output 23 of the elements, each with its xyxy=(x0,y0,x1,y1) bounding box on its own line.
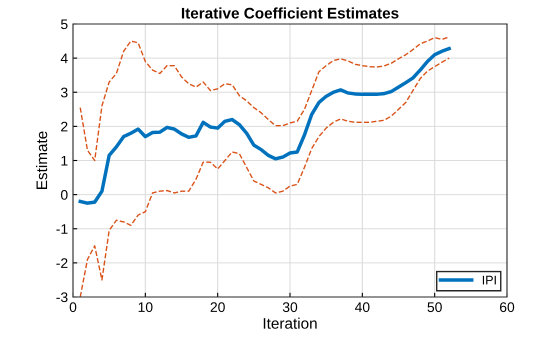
y-tick-label: -2 xyxy=(56,258,68,268)
legend-label: IPI xyxy=(482,276,496,284)
x-tick-label: 30 xyxy=(282,302,298,312)
x-tick-label: 50 xyxy=(428,302,442,312)
y-tick-label: 5 xyxy=(60,19,68,30)
x-tick-label: 60 xyxy=(500,302,514,312)
x-tick-label: 40 xyxy=(354,302,370,312)
y-tick-label: -1 xyxy=(56,224,68,234)
y-tick-label: 4 xyxy=(60,54,68,64)
y-tick-label: 3 xyxy=(60,88,68,98)
x-tick-label: 20 xyxy=(210,302,225,312)
line-series xyxy=(78,46,451,205)
x-tick-label: 0 xyxy=(70,302,76,312)
y-tick-label: -3 xyxy=(56,292,68,302)
chart-title: Iterative Coefficient Estimates xyxy=(182,7,398,19)
line-series xyxy=(80,36,450,162)
line-series xyxy=(80,57,450,297)
y-tick-label: 1 xyxy=(61,156,68,166)
x-axis-title: Iteration xyxy=(264,318,317,329)
y-tick-label: 2 xyxy=(61,122,68,132)
x-tick-label: 10 xyxy=(138,302,153,312)
y-axis-title: Estimate xyxy=(36,131,48,189)
y-tick-label: 0 xyxy=(60,190,68,200)
